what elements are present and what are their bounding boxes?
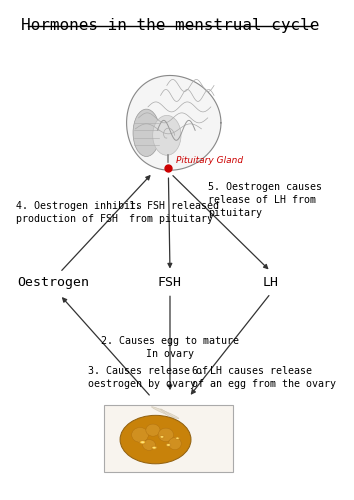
Polygon shape: [127, 76, 221, 170]
Text: FSH: FSH: [158, 276, 182, 289]
Text: 3. Causes release of
oestrogen by ovary: 3. Causes release of oestrogen by ovary: [88, 366, 208, 388]
Ellipse shape: [120, 416, 191, 464]
Text: 5. Oestrogen causes
release of LH from
pituitary: 5. Oestrogen causes release of LH from p…: [208, 182, 322, 218]
Ellipse shape: [153, 116, 181, 156]
Ellipse shape: [175, 437, 179, 440]
Ellipse shape: [169, 438, 181, 450]
Text: LH: LH: [263, 276, 279, 289]
Ellipse shape: [160, 436, 164, 438]
Text: 1. FSH released
from pituitary: 1. FSH released from pituitary: [129, 201, 219, 224]
Ellipse shape: [143, 440, 155, 450]
Ellipse shape: [167, 444, 170, 446]
Ellipse shape: [153, 447, 156, 448]
Text: Oestrogen: Oestrogen: [18, 276, 90, 289]
Ellipse shape: [152, 446, 157, 449]
Ellipse shape: [152, 406, 179, 418]
Text: Ovary: Ovary: [142, 417, 171, 427]
Text: Pituitary Gland: Pituitary Gland: [176, 156, 244, 165]
Ellipse shape: [132, 428, 148, 442]
Text: Hormones in the menstrual cycle: Hormones in the menstrual cycle: [21, 18, 319, 33]
Text: 4. Oestrogen inhibits
production of FSH: 4. Oestrogen inhibits production of FSH: [16, 201, 142, 224]
Text: 2. Causes egg to mature
In ovary: 2. Causes egg to mature In ovary: [101, 336, 239, 358]
Ellipse shape: [133, 109, 160, 156]
Ellipse shape: [161, 436, 163, 438]
Text: 6. LH causes release
of an egg from the ovary: 6. LH causes release of an egg from the …: [192, 366, 336, 388]
Bar: [104, 404, 233, 472]
Ellipse shape: [176, 438, 178, 439]
Ellipse shape: [141, 442, 144, 443]
Ellipse shape: [166, 444, 171, 446]
Ellipse shape: [158, 428, 173, 442]
Ellipse shape: [139, 440, 146, 444]
Ellipse shape: [160, 409, 182, 424]
Ellipse shape: [146, 424, 160, 436]
